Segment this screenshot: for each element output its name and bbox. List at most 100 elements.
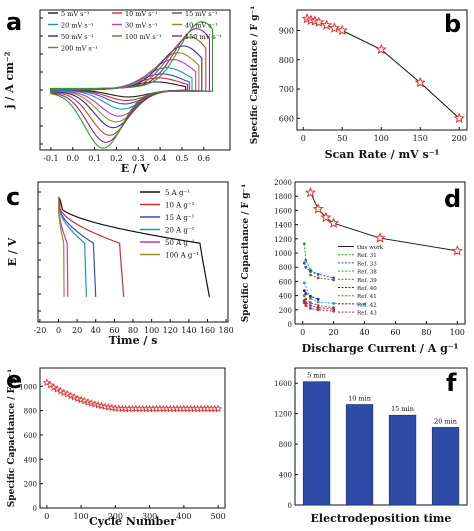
panel-d-y-tick-label: 1200 bbox=[274, 236, 292, 244]
panel-b-point bbox=[414, 76, 426, 88]
panel-e-y-tick-label: 1000 bbox=[19, 383, 37, 391]
panel-d-line-4 bbox=[310, 274, 334, 281]
panel-d-line-3 bbox=[303, 282, 365, 305]
panel-letter-c: c bbox=[6, 183, 20, 211]
panel-a-legend-label: 20 mV s⁻¹ bbox=[61, 22, 94, 30]
panel-f-y-tick-label: 1600 bbox=[274, 380, 292, 388]
panel-b-point bbox=[453, 112, 465, 123]
panel-b-y-tick-label: 700 bbox=[279, 85, 294, 94]
panel-d-y-tick-label: 800 bbox=[279, 264, 292, 272]
panel-a-curve-9 bbox=[50, 21, 214, 149]
panel-a-x-tick-label: 0.5 bbox=[176, 154, 189, 163]
panel-c-x-tick-label: 20 bbox=[72, 326, 82, 335]
panel-c-x-tick-label: 80 bbox=[128, 326, 138, 335]
panel-letter-e: e bbox=[6, 366, 22, 394]
panel-a-xlabel: E / V bbox=[121, 162, 150, 175]
panel-c-legend-label: 50 A g⁻¹ bbox=[165, 239, 195, 247]
panel-d-point bbox=[302, 242, 306, 246]
panel-d-point bbox=[363, 302, 366, 306]
panel-a-legend-label: 40 mV s⁻¹ bbox=[185, 22, 218, 30]
panel-f-bar bbox=[345, 404, 374, 506]
panel-d-y-tick-label: 1600 bbox=[274, 207, 292, 215]
panel-d: 0 20 40 60 80 1000200400600800100012001400160… bbox=[241, 179, 466, 355]
panel-b-point bbox=[375, 43, 387, 55]
panel-a-x-tick-label: 0.2 bbox=[110, 154, 123, 163]
panel-b-point bbox=[321, 19, 333, 30]
panel-e-point bbox=[63, 389, 72, 398]
panel-d-point bbox=[302, 301, 306, 305]
panel-a-legend-label: 100 mV s⁻¹ bbox=[125, 33, 162, 41]
panel-d-letter-bg bbox=[442, 186, 464, 210]
panel-d-point bbox=[309, 270, 312, 273]
panel-d-point bbox=[332, 302, 336, 305]
panel-a-legend-label: 200 mV s⁻¹ bbox=[61, 45, 98, 53]
panel-f-y-tick-label: 800 bbox=[279, 441, 292, 449]
panel-d-point bbox=[309, 301, 312, 305]
panel-b-x-tick-label: 0 bbox=[301, 134, 306, 143]
panel-e-point bbox=[77, 395, 86, 404]
panel-d-y-tick-label: 400 bbox=[279, 293, 292, 301]
panel-d-xlabel: Discharge Current / A g⁻¹ bbox=[302, 342, 459, 355]
panel-d-point bbox=[302, 261, 306, 265]
panel-e-x-tick-label: 200 bbox=[108, 512, 123, 521]
panel-b-letter-bg bbox=[442, 12, 464, 36]
panel-b-y-tick-label: 800 bbox=[279, 56, 294, 65]
panel-d-point bbox=[309, 294, 312, 298]
panel-d-point bbox=[302, 294, 306, 297]
panel-a-ylabel: j / A cm⁻² bbox=[3, 51, 16, 109]
panel-c-plot-area bbox=[37, 181, 229, 323]
panel-a-x-tick-label: 0.1 bbox=[88, 154, 101, 163]
panel-b-xlabel: Scan Rate / mV s⁻¹ bbox=[325, 148, 440, 161]
panel-d-line-1 bbox=[303, 243, 319, 275]
panel-a-x-tick-label: 0.3 bbox=[132, 154, 145, 163]
panel-d-point bbox=[374, 232, 386, 243]
panel-a-legend-label: 30 mV s⁻¹ bbox=[125, 22, 158, 30]
panel-b-plot-area bbox=[296, 9, 468, 131]
panel-c-ylabel: E / V bbox=[6, 237, 19, 266]
panel-e: e 0 100 200 300 400 500 0 200 400 600 800 1000 Cycle … bbox=[6, 366, 226, 528]
panel-c-x-tick-label: 140 bbox=[181, 326, 196, 335]
panel-d-legend-label: Ref. 42 bbox=[357, 302, 377, 308]
panel-a-legend-label: 150 mV s⁻¹ bbox=[185, 33, 222, 41]
panel-e-ylabel: Specific Capacitance / F g⁻¹ bbox=[7, 369, 17, 507]
panel-e-point bbox=[66, 391, 75, 400]
panel-a-legend-label: 10 mV s⁻¹ bbox=[125, 10, 158, 18]
panel-f-xlabel: Electrodeposition time bbox=[311, 512, 452, 525]
panel-b-x-tick-label: 150 bbox=[413, 134, 428, 143]
panel-d-point bbox=[302, 281, 306, 285]
panel-c-legend-label: 10 A g⁻¹ bbox=[165, 202, 195, 210]
panel-c-legend-label: 5 A g⁻¹ bbox=[165, 189, 190, 197]
panel-f-y-tick-label: 400 bbox=[279, 472, 292, 480]
panel-letter-b: b bbox=[444, 10, 461, 38]
panel-a-legend-label: 5 mV s⁻¹ bbox=[61, 10, 90, 18]
panel-d-y-tick-label: 0 bbox=[288, 321, 292, 329]
panel-d-y-tick-label: 1800 bbox=[274, 193, 292, 201]
panel-e-point bbox=[214, 404, 223, 413]
panel-c-x-tick-label: 180 bbox=[218, 326, 233, 335]
panel-d-x-tick-label: 100 bbox=[450, 328, 465, 337]
panel-b-point bbox=[328, 22, 340, 33]
panel-letter-d: d bbox=[444, 185, 461, 213]
panel-e-point bbox=[80, 396, 89, 405]
panel-a-x-tick-label: 0.4 bbox=[154, 154, 167, 163]
panel-f-y-tick-label: 0 bbox=[288, 502, 292, 510]
panel-e-x-tick-label: 400 bbox=[176, 512, 191, 521]
panel-a-x-tick-label: -0.1 bbox=[43, 154, 58, 163]
panel-b-point bbox=[313, 16, 325, 27]
panel-d-x-tick-label: 40 bbox=[359, 328, 369, 337]
panel-a-curve-6 bbox=[50, 45, 203, 129]
panel-d-point bbox=[316, 304, 320, 307]
panel-f-bar bbox=[431, 427, 460, 506]
panel-e-x-tick-label: 300 bbox=[142, 512, 157, 521]
panel-f-y-tick-label: 1200 bbox=[274, 411, 292, 419]
panel-c-legend-label: 20 A g⁻¹ bbox=[165, 227, 195, 235]
panel-d-point bbox=[309, 297, 312, 300]
panel-c-x-tick-label: 160 bbox=[200, 326, 215, 335]
panel-c-curve-1 bbox=[57, 196, 125, 297]
panel-d-point bbox=[316, 272, 320, 276]
panel-d-legend-label: Ref. 38 bbox=[357, 270, 377, 276]
panel-d-x-tick-label: 80 bbox=[421, 328, 431, 337]
panel-e-point bbox=[70, 392, 79, 401]
panel-d-point bbox=[304, 292, 308, 295]
